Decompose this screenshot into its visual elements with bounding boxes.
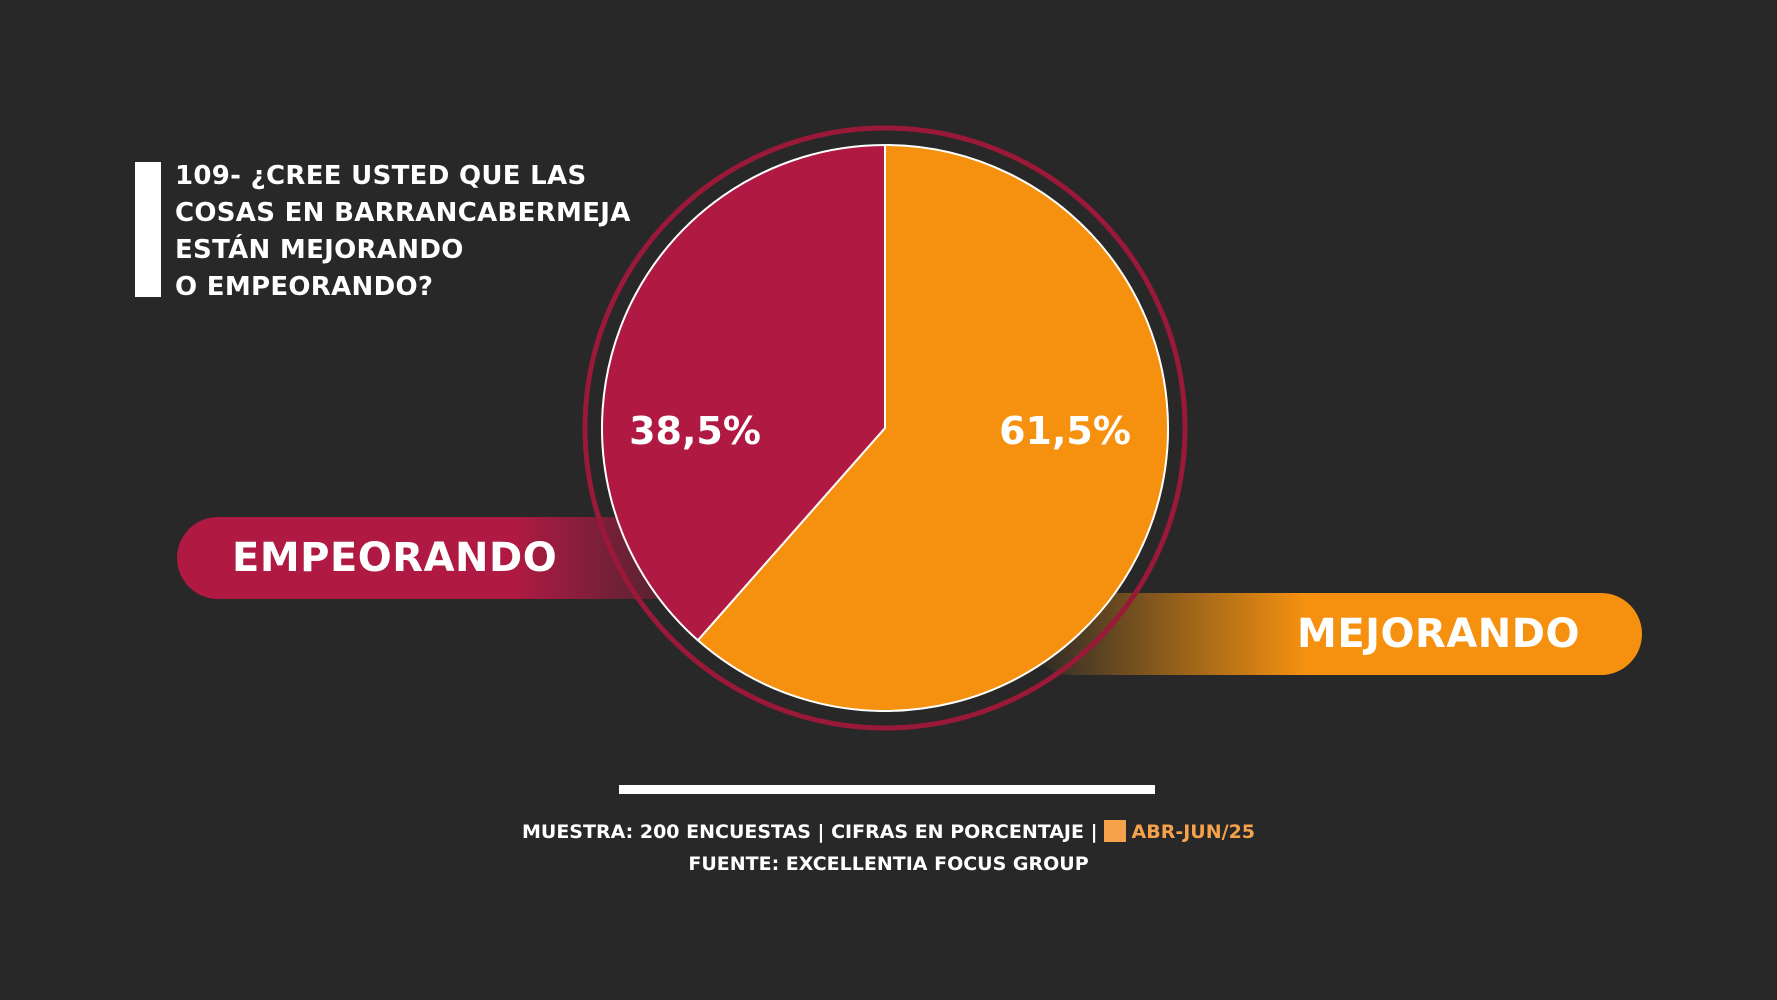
pie-slice-mejorando: [696, 143, 1169, 712]
legend-label-mejorando: MEJORANDO: [1297, 611, 1580, 657]
pie-value-labels: 38,5% 61,5%: [629, 409, 1131, 453]
footer-source-line: FUENTE: EXCELLENTIA FOCUS GROUP: [0, 853, 1777, 875]
pie-value-label-empeorando: 38,5%: [629, 409, 761, 453]
title-line: ESTÁN MEJORANDO: [175, 235, 464, 265]
period-swatch: [1103, 820, 1126, 842]
footer-period: ABR-JUN/25: [1131, 821, 1256, 843]
pie-value-label-mejorando: 61,5%: [999, 409, 1131, 453]
title-line: COSAS EN BARRANCABERMEJA: [175, 198, 631, 228]
title-line: O EMPEORANDO?: [175, 272, 434, 302]
title-accent-bar: [135, 162, 161, 297]
pie-slices: [601, 143, 1169, 712]
legend-pill-mejorando: MEJORANDO: [1030, 593, 1642, 675]
footer-divider: [619, 785, 1155, 794]
title-line: 109- ¿CREE USTED QUE LAS: [175, 161, 587, 191]
legend-label-empeorando: EMPEORANDO: [232, 535, 558, 581]
pie-slice-empeorando: [601, 143, 886, 642]
footer-source-text: FUENTE: EXCELLENTIA FOCUS GROUP: [688, 853, 1089, 875]
footer-sample-line: MUESTRA: 200 ENCUESTAS | CIFRAS EN PORCE…: [0, 820, 1777, 843]
chart-title: 109- ¿CREE USTED QUE LAS COSAS EN BARRAN…: [175, 158, 695, 306]
pie-outer-ring: [582, 125, 1188, 731]
footer-sample-text: MUESTRA: 200 ENCUESTAS | CIFRAS EN PORCE…: [521, 821, 1098, 843]
